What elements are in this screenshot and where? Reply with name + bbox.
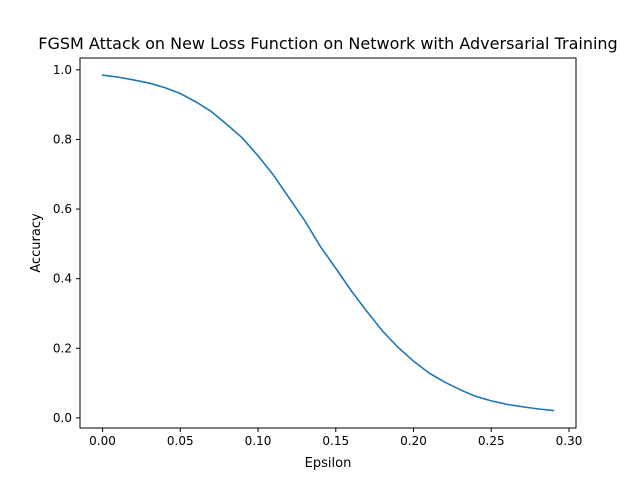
y-tick-label: 0.2	[53, 341, 72, 355]
x-tick-label: 0.05	[167, 434, 194, 448]
y-tick-label: 1.0	[53, 63, 72, 77]
x-tick-label: 0.25	[478, 434, 505, 448]
x-tick-label: 0.30	[556, 434, 583, 448]
x-tick-label: 0.20	[400, 434, 427, 448]
chart-title: FGSM Attack on New Loss Function on Netw…	[38, 34, 617, 53]
x-tick-label: 0.15	[322, 434, 349, 448]
x-tick-label: 0.10	[245, 434, 272, 448]
plot-area	[101, 74, 555, 412]
y-tick-label: 0.4	[53, 272, 72, 286]
x-axis: 0.00 0.05 0.10 0.15 0.20 0.25 0.30	[89, 428, 582, 448]
y-axis-label: Accuracy	[29, 213, 44, 273]
y-tick-label: 0.6	[53, 202, 72, 216]
y-tick-label: 0.0	[53, 411, 72, 425]
axes-frame	[79, 57, 577, 429]
x-tick-label: 0.00	[89, 434, 116, 448]
y-axis: 0.0 0.2 0.4 0.6 0.8 1.0	[53, 63, 80, 425]
accuracy-line	[101, 74, 555, 412]
y-tick-label: 0.8	[53, 132, 72, 146]
x-axis-label: Epsilon	[305, 456, 352, 471]
